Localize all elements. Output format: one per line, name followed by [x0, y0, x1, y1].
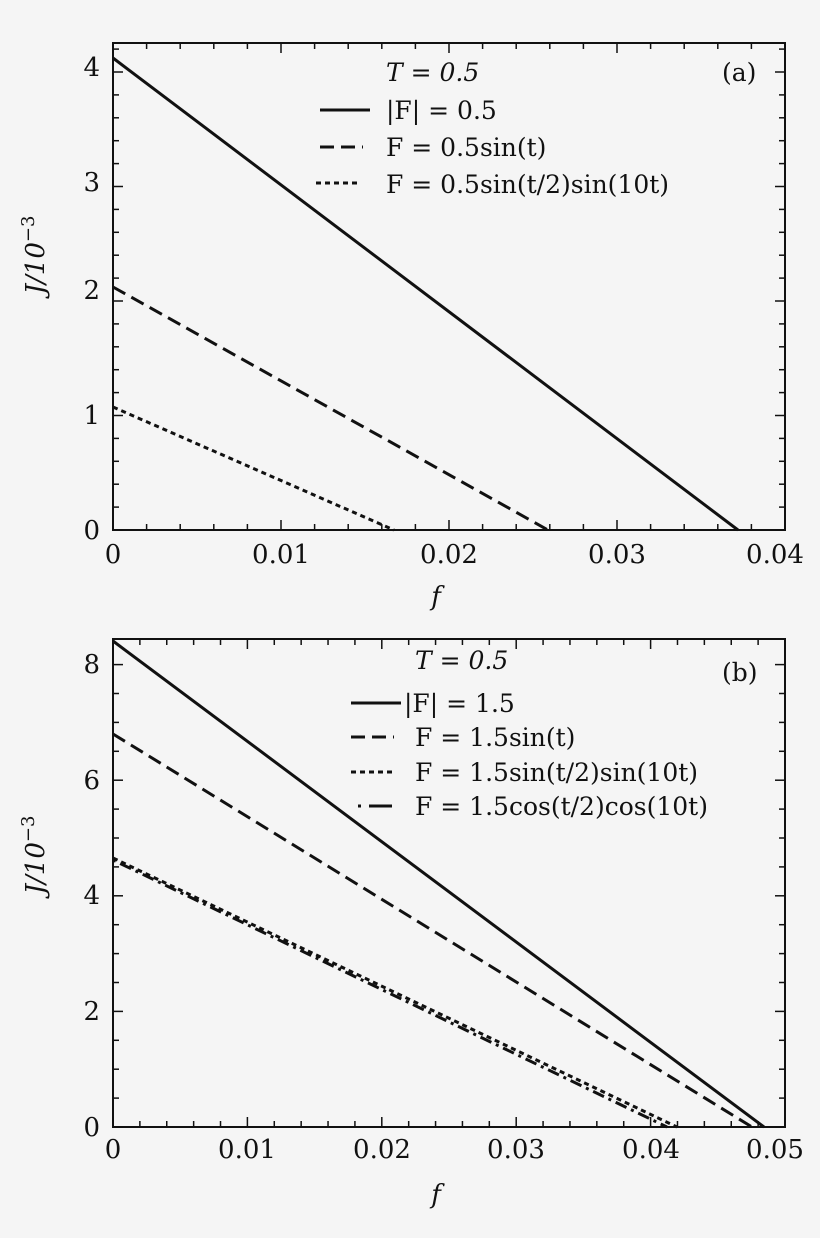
y-tick-label: 0 [83, 516, 100, 546]
svg-text:J/10−3: J/10−3 [18, 816, 51, 900]
x-tick-label: 0 [105, 1135, 122, 1165]
y-ticks-a [113, 48, 785, 531]
series-solid-b [112, 639, 765, 1129]
y-axis-label-exponent: −3 [18, 216, 39, 243]
y-tick-label: 3 [83, 168, 100, 198]
x-tick-label: 0.03 [487, 1135, 545, 1165]
x-ticks-a [112, 43, 786, 530]
x-tick-labels-b: 0 0.01 0.02 0.03 0.04 0.05 [105, 1135, 804, 1165]
series-dashdot-b [112, 858, 668, 1129]
y-tick-label: 4 [83, 53, 100, 83]
y-tick-label: 6 [83, 766, 100, 796]
series-dotted-b [112, 856, 678, 1129]
panel-tag-a: (a) [722, 58, 756, 87]
x-tick-labels-a: 0 0.01 0.02 0.03 0.04 [105, 540, 804, 570]
svg-text:J/10−3: J/10−3 [18, 216, 51, 300]
x-tick-label: 0.03 [588, 540, 646, 570]
legend-label: F = 0.5sin(t/2)sin(10t) [386, 170, 669, 199]
legend-label: F = 1.5sin(t) [415, 723, 575, 752]
legend-label: F = 1.5cos(t/2)cos(10t) [415, 792, 708, 821]
series-dashed-a [112, 285, 549, 532]
y-ticks-b [113, 663, 785, 1128]
legend-b: T = 0.5 |F| = 1.5 F = 1.5sin(t) F = 1.5s… [351, 646, 708, 821]
y-tick-label: 8 [83, 650, 100, 680]
panel-tag-b: (b) [722, 658, 758, 687]
y-axis-label-text: J/10 [21, 242, 51, 299]
x-axis-label-a: f [429, 582, 445, 612]
x-ticks-b [112, 639, 786, 1127]
legend-header: T = 0.5 [386, 58, 479, 87]
series-solid-a [112, 56, 739, 532]
y-tick-labels-a: 0 1 2 3 4 [83, 53, 100, 546]
x-tick-label: 0.02 [353, 1135, 411, 1165]
legend-label: F = 1.5sin(t/2)sin(10t) [415, 758, 698, 787]
y-tick-label: 0 [83, 1113, 100, 1143]
x-tick-label: 0.04 [746, 540, 804, 570]
y-axis-label-text: J/10 [21, 842, 51, 899]
plot-frame-b [112, 638, 786, 1128]
y-tick-label: 1 [83, 401, 100, 431]
x-axis-label-b: f [429, 1180, 445, 1210]
legend-a: T = 0.5 |F| = 0.5 F = 0.5sin(t) F = 0.5s… [316, 58, 669, 199]
y-tick-label: 2 [83, 997, 100, 1027]
y-tick-label: 4 [83, 881, 100, 911]
x-tick-label: 0.04 [622, 1135, 680, 1165]
legend-label: |F| = 0.5 [386, 96, 497, 126]
x-tick-label: 0.01 [218, 1135, 276, 1165]
panel-a: 0 0.01 0.02 0.03 0.04 0 1 2 3 4 f J/10−3… [18, 42, 804, 612]
legend-header: T = 0.5 [415, 646, 508, 675]
y-axis-label-b: J/10−3 [18, 816, 51, 900]
legend-label: F = 0.5sin(t) [386, 133, 546, 162]
y-axis-label-exponent: −3 [18, 816, 39, 843]
series-dotted-a [112, 405, 395, 532]
x-tick-label: 0.05 [746, 1135, 804, 1165]
y-tick-label: 2 [83, 276, 100, 306]
legend-label: |F| = 1.5 [404, 689, 515, 719]
y-tick-labels-b: 0 2 4 6 8 [83, 650, 100, 1143]
panel-b: 0 0.01 0.02 0.03 0.04 0.05 0 2 4 6 8 f J… [18, 638, 804, 1210]
y-axis-label-a: J/10−3 [18, 216, 51, 300]
x-tick-label: 0 [105, 540, 122, 570]
x-tick-label: 0.02 [420, 540, 478, 570]
x-tick-label: 0.01 [252, 540, 310, 570]
